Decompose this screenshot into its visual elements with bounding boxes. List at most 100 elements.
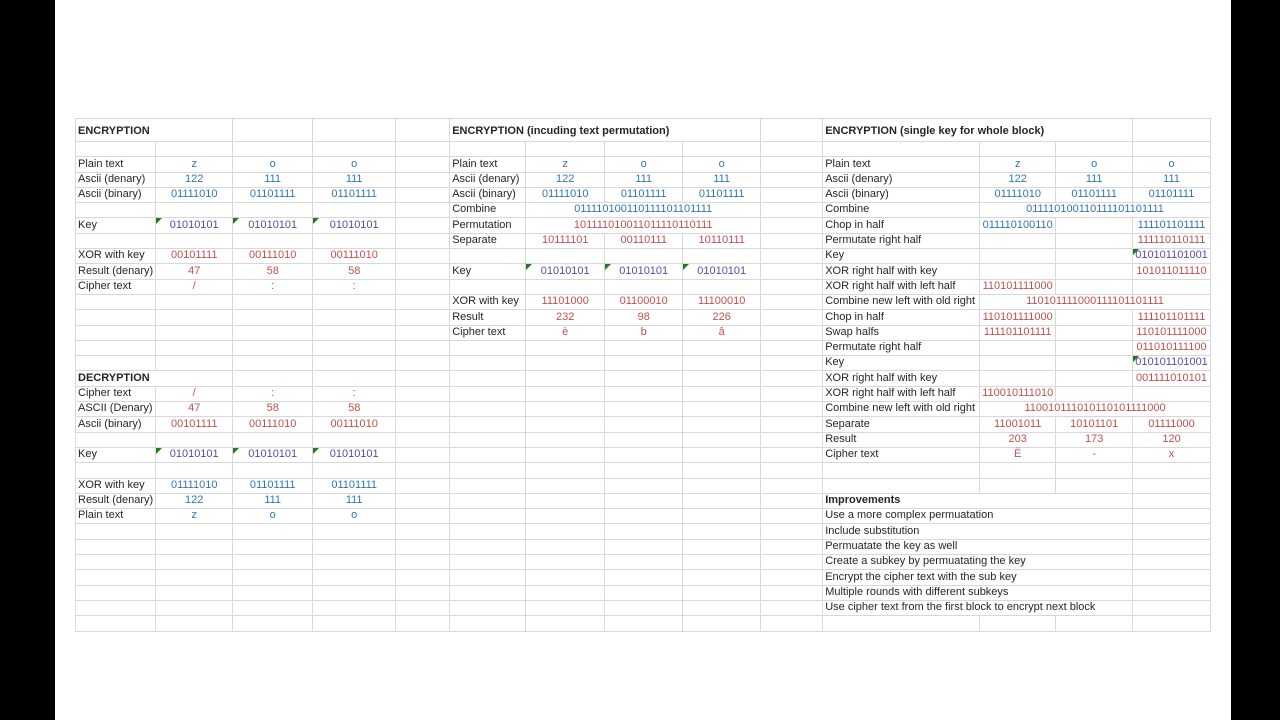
empty-cell[interactable] [155,339,234,357]
empty-cell[interactable] [232,538,314,556]
empty-cell[interactable] [604,370,684,387]
value-cell[interactable]: z [155,508,234,525]
value-cell[interactable]: 011010111100 [1132,339,1211,357]
empty-cell[interactable] [155,202,234,219]
empty-cell[interactable] [760,263,824,280]
section-header-cell[interactable]: DECRYPTION [74,370,234,387]
empty-cell[interactable] [155,523,234,540]
empty-cell[interactable] [525,370,606,387]
value-cell[interactable]: 111 [312,492,397,510]
value-cell[interactable]: 111 [1055,171,1134,188]
empty-cell[interactable] [395,339,451,357]
empty-cell[interactable] [312,339,397,357]
value-cell[interactable]: z [155,156,234,173]
value-cell[interactable]: 120 [1132,431,1211,448]
empty-cell[interactable] [449,140,527,158]
value-cell[interactable]: 01101111 [312,477,397,494]
empty-cell[interactable] [760,401,824,418]
value-cell[interactable]: 110010111010110101111000 [979,401,1211,418]
empty-cell[interactable] [682,554,762,571]
label-cell[interactable]: Chop in half [822,309,981,326]
label-cell[interactable]: Permutation [449,217,527,234]
empty-cell[interactable] [232,584,314,601]
label-cell[interactable]: ASCII (Denary) [74,401,157,418]
label-cell[interactable]: Permutate right half [822,232,981,250]
label-cell[interactable]: Ascii (binary) [822,186,981,204]
empty-cell[interactable] [760,202,824,219]
empty-cell[interactable] [1055,355,1134,372]
empty-cell[interactable] [449,508,527,525]
empty-cell[interactable] [395,446,451,464]
label-cell[interactable]: Separate [449,232,527,250]
empty-cell[interactable] [760,140,824,158]
empty-cell[interactable] [760,599,824,617]
empty-cell[interactable] [312,523,397,540]
empty-cell[interactable] [395,462,451,479]
label-cell[interactable]: Chop in half [822,217,981,234]
value-cell[interactable]: 01101111 [232,186,314,204]
empty-cell[interactable] [760,431,824,448]
empty-cell[interactable] [1132,508,1211,525]
empty-cell[interactable] [604,477,684,494]
empty-cell[interactable] [760,554,824,571]
empty-cell[interactable] [155,309,234,326]
label-cell[interactable]: Separate [822,416,981,433]
value-cell[interactable]: 01010101 [232,217,314,234]
empty-cell[interactable] [232,324,314,341]
empty-cell[interactable] [760,339,824,357]
empty-cell[interactable] [232,431,314,448]
empty-cell[interactable] [449,569,527,586]
empty-cell[interactable] [449,554,527,571]
value-cell[interactable]: 101111010011011110110111 [525,217,762,234]
value-cell[interactable]: 00110111 [604,232,684,250]
empty-cell[interactable] [525,477,606,494]
empty-cell[interactable] [682,278,762,295]
empty-cell[interactable] [604,431,684,448]
empty-cell[interactable] [74,339,157,357]
empty-cell[interactable] [232,232,314,250]
empty-cell[interactable] [682,446,762,464]
empty-cell[interactable] [74,293,157,311]
empty-cell[interactable] [74,202,157,219]
value-cell[interactable]: 122 [525,171,606,188]
empty-cell[interactable] [1055,370,1134,387]
empty-cell[interactable] [1055,385,1134,403]
empty-cell[interactable] [74,538,157,556]
value-cell[interactable]: o [232,156,314,173]
value-cell[interactable]: 01010101 [155,446,234,464]
empty-cell[interactable] [760,217,824,234]
empty-cell[interactable] [449,599,527,617]
empty-cell[interactable] [1055,248,1134,265]
empty-cell[interactable] [395,324,451,341]
empty-cell[interactable] [449,615,527,632]
value-cell[interactable]: 203 [979,431,1057,448]
empty-cell[interactable] [682,599,762,617]
empty-cell[interactable] [232,523,314,540]
label-cell[interactable]: Key [74,217,157,234]
empty-cell[interactable] [74,462,157,479]
empty-cell[interactable] [232,554,314,571]
empty-cell[interactable] [395,355,451,372]
value-cell[interactable]: 10110111 [682,232,762,250]
empty-cell[interactable] [1055,232,1134,250]
label-cell[interactable]: Ascii (binary) [449,186,527,204]
empty-cell[interactable] [760,584,824,601]
empty-cell[interactable] [1132,523,1211,540]
value-cell[interactable]: - [1055,446,1134,464]
empty-cell[interactable] [1132,118,1211,142]
value-cell[interactable]: Ë [979,446,1057,464]
value-cell[interactable]: z [525,156,606,173]
value-cell[interactable]: 01010101 [525,263,606,280]
empty-cell[interactable] [682,462,762,479]
empty-cell[interactable] [1132,140,1211,158]
empty-cell[interactable] [1055,462,1134,479]
empty-cell[interactable] [822,462,981,479]
value-cell[interactable]: 111 [1132,171,1211,188]
label-cell[interactable]: Create a subkey by permuatating the key [822,554,1134,571]
empty-cell[interactable] [155,355,234,372]
value-cell[interactable]: 01100010 [604,293,684,311]
empty-cell[interactable] [449,538,527,556]
empty-cell[interactable] [525,584,606,601]
empty-cell[interactable] [760,508,824,525]
empty-cell[interactable] [74,569,157,586]
